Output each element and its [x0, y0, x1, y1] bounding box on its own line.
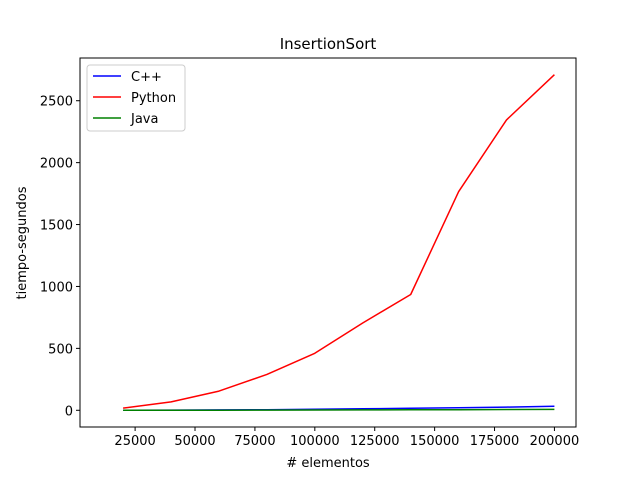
x-tick-label: 175000 [470, 434, 520, 449]
legend-label-cpp: C++ [131, 70, 162, 85]
x-axis-label: # elementos [286, 456, 370, 471]
x-tick-label: 100000 [290, 434, 340, 449]
series-lines [123, 74, 555, 412]
x-axis-ticks: 25000 50000 75000 100000 125000 150000 175000 2… [114, 427, 579, 449]
y-axis-ticks: 0 500 1000 1500 2000 2500 [40, 95, 80, 419]
y-axis-label: tiempo-segundos [15, 186, 30, 299]
legend: C++ Python Java [86, 64, 186, 132]
legend-box [86, 64, 186, 132]
x-tick-label: 200000 [530, 434, 580, 449]
y-tick-label: 1500 [40, 219, 73, 234]
y-tick-label: 2500 [40, 95, 73, 110]
legend-label-java: Java [130, 112, 158, 127]
y-tick-label: 2000 [40, 157, 73, 172]
x-tick-label: 150000 [410, 434, 460, 449]
y-tick-label: 500 [48, 342, 73, 357]
y-tick-label: 0 [65, 404, 73, 419]
x-tick-label: 25000 [114, 434, 155, 449]
series-line-python [123, 74, 555, 409]
legend-label-python: Python [131, 91, 176, 106]
x-tick-label: 125000 [350, 434, 400, 449]
plot-frame [79, 57, 577, 428]
chart-title: InsertionSort [280, 35, 377, 53]
x-tick-label: 75000 [234, 434, 275, 449]
x-tick-label: 50000 [174, 434, 215, 449]
y-tick-label: 1000 [40, 280, 73, 295]
series-line-java [123, 408, 555, 412]
